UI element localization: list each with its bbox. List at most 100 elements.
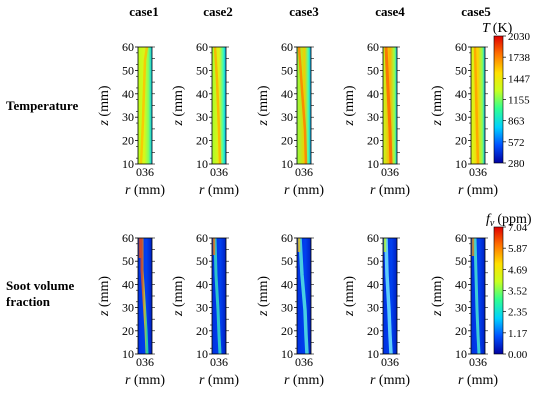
temperature-panel-case3: [296, 46, 312, 165]
r-tick-label: 036: [136, 165, 154, 179]
z-axis-title: z (mm): [342, 85, 357, 126]
z-tick-label: 50: [281, 63, 293, 77]
z-axis-title: z (mm): [171, 85, 186, 126]
z-tick-label: 60: [196, 40, 208, 54]
colorbar-tick-label: 572: [508, 137, 525, 149]
z-tick-label: 30: [455, 301, 467, 315]
r-axis-title: r (mm): [125, 183, 165, 198]
z-axis-title: z (mm): [256, 276, 271, 317]
z-tick-label: 30: [122, 110, 134, 124]
z-axis-title: z (mm): [97, 276, 112, 317]
z-tick-label: 40: [196, 87, 208, 101]
r-tick-label: 036: [210, 355, 228, 369]
colorbar-tick-label: 1155: [508, 95, 530, 107]
case-header: case4: [375, 4, 405, 19]
r-axis-title: r (mm): [370, 373, 410, 388]
z-tick-label: 20: [367, 134, 379, 148]
r-tick-label: 036: [469, 355, 487, 369]
r-tick-label: 036: [210, 165, 228, 179]
z-axis-title: z (mm): [430, 276, 445, 317]
z-tick-label: 20: [122, 134, 134, 148]
z-tick-label: 10: [455, 347, 467, 361]
z-tick-label: 30: [196, 110, 208, 124]
z-tick-label: 30: [367, 110, 379, 124]
soot-panel-case1: [137, 237, 153, 355]
z-tick-label: 40: [367, 87, 379, 101]
z-tick-label: 20: [122, 324, 134, 338]
temperature-colorbar: [493, 35, 504, 164]
temperature-colorbar-title: T (K): [482, 21, 513, 36]
z-tick-label: 20: [281, 324, 293, 338]
temperature-panel-case4: [382, 46, 398, 165]
z-tick-label: 60: [281, 231, 293, 245]
case-header: case1: [129, 4, 159, 19]
z-tick-label: 30: [281, 110, 293, 124]
soot-panel-case4: [382, 237, 398, 355]
row-label-soot-line1: Soot volume: [6, 278, 74, 293]
colorbar-tick-label: 863: [508, 116, 525, 128]
soot-panel-case3: [296, 237, 312, 355]
r-axis-title: r (mm): [199, 183, 239, 198]
z-axis-title: z (mm): [256, 85, 271, 126]
z-tick-label: 30: [367, 301, 379, 315]
row-label-soot-line2: fraction: [6, 294, 51, 309]
colorbar-tick-label: 2.35: [508, 307, 528, 319]
z-tick-label: 30: [455, 110, 467, 124]
r-axis-title: r (mm): [125, 373, 165, 388]
z-tick-label: 40: [281, 87, 293, 101]
z-tick-label: 20: [196, 134, 208, 148]
z-tick-label: 50: [367, 63, 379, 77]
z-tick-label: 20: [281, 134, 293, 148]
z-tick-label: 40: [196, 277, 208, 291]
z-tick-label: 50: [196, 63, 208, 77]
z-tick-label: 10: [122, 157, 134, 171]
r-tick-label: 036: [295, 165, 313, 179]
z-tick-label: 10: [367, 347, 379, 361]
z-axis-title: z (mm): [430, 85, 445, 126]
z-tick-label: 30: [281, 301, 293, 315]
soot-panel-case2: [211, 237, 227, 355]
z-tick-label: 60: [455, 231, 467, 245]
r-axis-title: r (mm): [199, 373, 239, 388]
temperature-panel-case5: [470, 46, 486, 165]
z-tick-label: 30: [196, 301, 208, 315]
z-tick-label: 50: [281, 254, 293, 268]
z-tick-label: 40: [122, 87, 134, 101]
colorbar-tick-label: 5.87: [508, 243, 528, 255]
z-tick-label: 40: [367, 277, 379, 291]
colorbar-tick-label: 0.00: [508, 349, 528, 361]
row-label-temperature: Temperature: [6, 98, 78, 113]
z-tick-label: 60: [122, 231, 134, 245]
colorbar-tick-label: 280: [508, 158, 525, 170]
z-tick-label: 40: [455, 277, 467, 291]
z-tick-label: 60: [281, 40, 293, 54]
r-axis-title: r (mm): [284, 373, 324, 388]
soot-panel-case5: [470, 237, 486, 355]
soot-colorbar-title: fv (ppm): [486, 212, 532, 229]
z-tick-label: 10: [196, 157, 208, 171]
z-tick-label: 50: [122, 254, 134, 268]
z-tick-label: 60: [122, 40, 134, 54]
temperature-panel-case2: [211, 46, 227, 165]
colorbar-tick-label: 3.52: [508, 286, 527, 298]
r-axis-title: r (mm): [458, 183, 498, 198]
z-axis-title: z (mm): [97, 85, 112, 126]
r-tick-label: 036: [295, 355, 313, 369]
z-tick-label: 60: [367, 40, 379, 54]
z-tick-label: 10: [281, 157, 293, 171]
colorbar-tick-label: 1738: [508, 52, 531, 64]
colorbar-tick-label: 1.17: [508, 328, 528, 340]
z-tick-label: 60: [196, 231, 208, 245]
case-header: case2: [203, 4, 233, 19]
z-tick-label: 20: [455, 324, 467, 338]
z-tick-label: 20: [455, 134, 467, 148]
colorbar-tick-label: 7.04: [508, 222, 528, 234]
r-axis-title: r (mm): [458, 373, 498, 388]
z-tick-label: 10: [122, 347, 134, 361]
z-tick-label: 60: [455, 40, 467, 54]
case-header: case3: [289, 4, 319, 19]
z-tick-label: 50: [196, 254, 208, 268]
r-axis-title: r (mm): [370, 183, 410, 198]
colorbar-tick-label: 2030: [508, 31, 531, 43]
